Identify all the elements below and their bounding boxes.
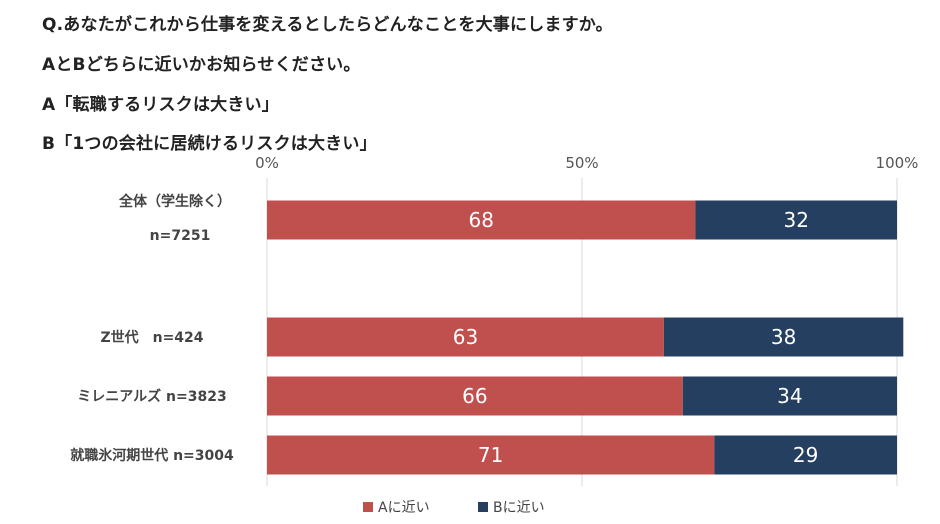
- data-label: 71: [478, 443, 503, 467]
- legend-label-a: Aに近い: [378, 500, 430, 516]
- category-label: 全体（学生除く）: [118, 193, 231, 210]
- question-line-2: AとBどちらに近いかお知らせください。: [42, 55, 361, 75]
- category-label: ミレニアルズ n=3823: [77, 388, 226, 405]
- data-label: 29: [793, 443, 818, 467]
- legend-label-b: Bに近い: [493, 500, 545, 516]
- data-label: 68: [468, 208, 493, 232]
- data-label: 32: [783, 208, 808, 232]
- legend-swatch-b: [478, 502, 488, 512]
- x-tick-label: 100%: [876, 154, 919, 172]
- bar-a-0: [267, 200, 696, 240]
- question-line-4: B「1つの会社に居続けるリスクは大きい」: [42, 134, 377, 154]
- category-label: Z世代 n=424: [100, 329, 203, 346]
- category-label: 就職氷河期世代 n=3004: [70, 447, 234, 464]
- data-label: 63: [453, 325, 478, 349]
- bar-a-1: [267, 317, 664, 357]
- bar-b-0: [695, 200, 897, 240]
- legend-swatch-a: [363, 502, 373, 512]
- category-sample-size: n=7251: [150, 228, 211, 244]
- data-label: 34: [777, 384, 802, 408]
- x-tick-label: 0%: [255, 154, 279, 172]
- bar-b-1: [663, 317, 904, 357]
- bar-a-2: [267, 376, 683, 416]
- bar-b-2: [682, 376, 897, 416]
- data-label: 38: [771, 325, 796, 349]
- data-label: 66: [462, 384, 487, 408]
- question-line-3: A「転職するリスクは大きい」: [42, 95, 279, 115]
- bar-b-3: [714, 435, 897, 475]
- bar-a-3: [267, 435, 715, 475]
- question-line-1: Q.あなたがこれから仕事を変えるとしたらどんなことを大事にしますか。: [42, 15, 613, 35]
- x-tick-label: 50%: [565, 154, 598, 172]
